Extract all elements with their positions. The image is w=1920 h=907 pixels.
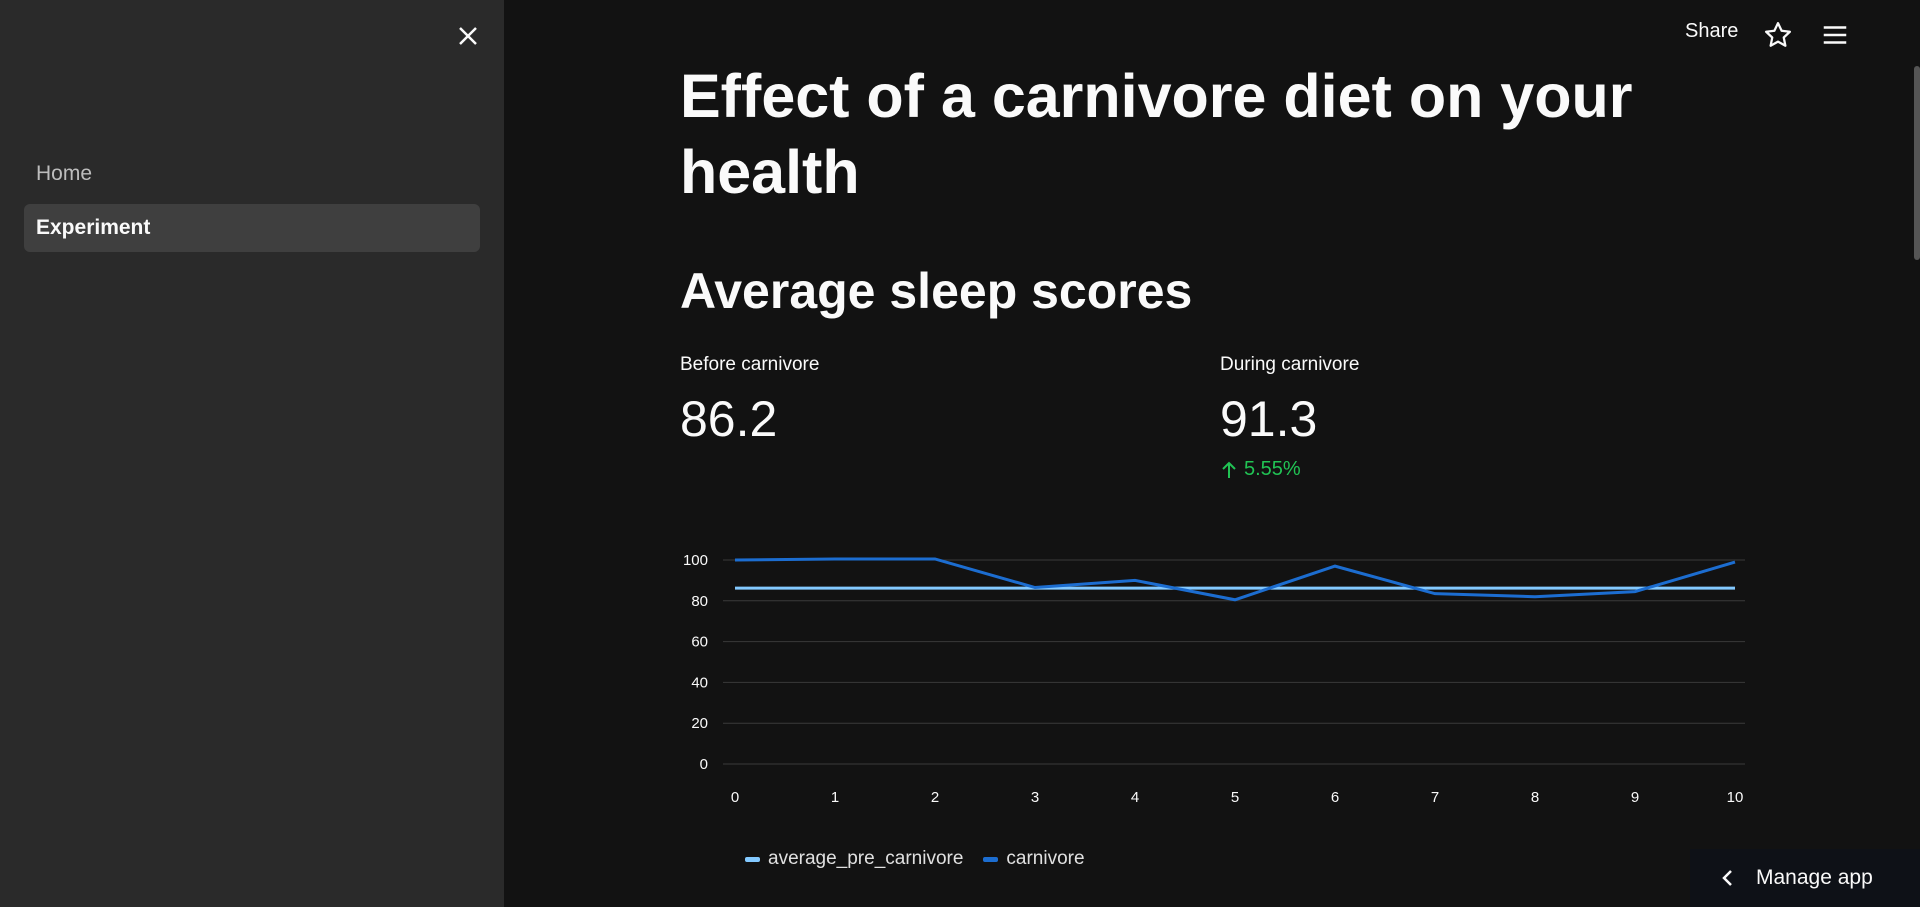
arrow-up-icon bbox=[1222, 461, 1236, 478]
line-chart: 0 20 40 60 80 100 0 1 2 3 4 5 6 7 8 9 10 bbox=[683, 552, 1745, 806]
x-tick-label: 0 bbox=[731, 789, 739, 806]
chevron-left-icon bbox=[1722, 870, 1732, 886]
x-tick-label: 4 bbox=[1131, 789, 1139, 806]
legend-label: average_pre_carnivore bbox=[768, 848, 964, 869]
favorite-button[interactable] bbox=[1763, 20, 1793, 50]
sleep-score-chart: 0 20 40 60 80 100 0 1 2 3 4 5 6 7 8 9 10 bbox=[680, 520, 1760, 880]
sidebar-item-home[interactable]: Home bbox=[36, 162, 93, 185]
page-title: Effect of a carnivore diet on your healt… bbox=[680, 62, 1633, 206]
chart-legend: average_pre_carnivore carnivore bbox=[745, 848, 1085, 870]
scrollbar[interactable] bbox=[1914, 66, 1920, 260]
x-tick-label: 2 bbox=[931, 789, 939, 806]
toolbar: Share bbox=[1660, 0, 1920, 70]
metric-label: Before carnivore bbox=[680, 354, 820, 375]
x-tick-label: 7 bbox=[1431, 789, 1439, 806]
y-tick-label: 100 bbox=[683, 552, 708, 569]
share-button[interactable]: Share bbox=[1685, 20, 1739, 42]
legend-item-average[interactable]: average_pre_carnivore bbox=[745, 848, 963, 870]
x-tick-label: 8 bbox=[1531, 789, 1539, 806]
metric-delta-value: 5.55% bbox=[1244, 458, 1301, 480]
x-tick-label: 1 bbox=[831, 789, 839, 806]
sidebar-item-experiment[interactable]: Experiment bbox=[24, 204, 480, 252]
metric-delta: 5.55% bbox=[1220, 458, 1359, 481]
sidebar-nav: Home Experiment bbox=[24, 150, 480, 258]
close-sidebar-button[interactable] bbox=[452, 20, 484, 52]
y-tick-label: 80 bbox=[691, 593, 708, 610]
legend-swatch bbox=[745, 856, 760, 862]
x-tick-label: 9 bbox=[1631, 789, 1639, 806]
metric-value: 86.2 bbox=[680, 391, 778, 447]
metric-before: Before carnivore 86.2 bbox=[680, 354, 819, 448]
section-title: Average sleep scores bbox=[680, 263, 1193, 319]
x-tick-label: 6 bbox=[1331, 789, 1339, 806]
x-tick-label: 3 bbox=[1031, 789, 1039, 806]
legend-label: carnivore bbox=[1006, 848, 1085, 869]
star-icon bbox=[1765, 22, 1791, 47]
metric-label: During carnivore bbox=[1220, 354, 1360, 375]
hamburger-menu-icon bbox=[1823, 26, 1847, 44]
y-tick-label: 20 bbox=[691, 715, 708, 732]
legend-item-carnivore[interactable]: carnivore bbox=[983, 848, 1085, 870]
sidebar: Home Experiment bbox=[0, 0, 504, 907]
series-line-carnivore bbox=[734, 557, 1736, 602]
main-menu-button[interactable] bbox=[1820, 20, 1850, 50]
close-icon bbox=[459, 27, 477, 45]
legend-swatch bbox=[983, 856, 999, 862]
manage-app-button[interactable]: Manage app bbox=[1690, 849, 1920, 907]
x-tick-label: 10 bbox=[1727, 789, 1744, 806]
x-tick-label: 5 bbox=[1231, 789, 1239, 806]
y-tick-label: 40 bbox=[691, 674, 708, 691]
y-tick-label: 60 bbox=[691, 634, 708, 651]
metric-value: 91.3 bbox=[1220, 391, 1318, 447]
manage-app-label: Manage app bbox=[1756, 866, 1873, 889]
y-tick-label: 0 bbox=[700, 756, 708, 773]
metric-during: During carnivore 91.3 5.55% bbox=[1220, 354, 1359, 481]
